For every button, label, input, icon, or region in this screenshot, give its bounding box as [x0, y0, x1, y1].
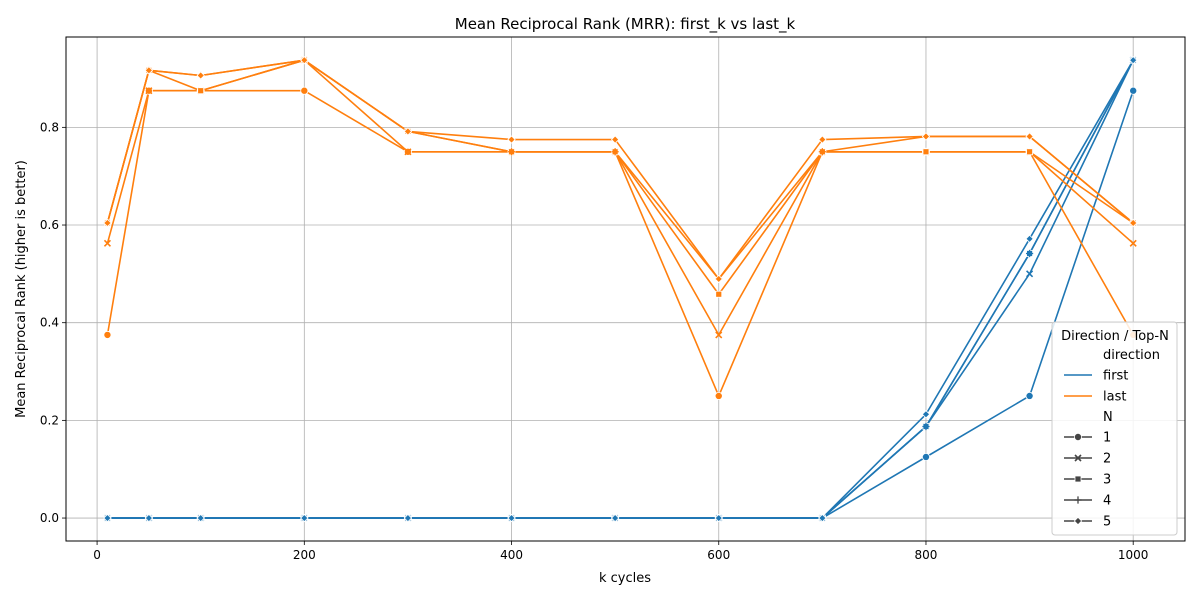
legend-marker-n2 — [1074, 454, 1082, 462]
point-last-n5 — [921, 132, 931, 141]
series-lines — [106, 59, 1134, 519]
point-last-n3 — [1026, 148, 1033, 156]
point-first-n4 — [922, 422, 930, 431]
point-last-n5 — [1129, 218, 1138, 228]
legend-marker-n1 — [1074, 432, 1083, 441]
x-tick-label: 400 — [500, 548, 523, 562]
y-tick-label: 0.6 — [40, 218, 59, 232]
legend-label-n4: 4 — [1103, 494, 1111, 509]
point-first-n5 — [144, 513, 154, 523]
legend-label-n2: 2 — [1103, 452, 1111, 467]
point-first-n4 — [1025, 249, 1034, 258]
legend-n-entries: 1 2 3 4 5 — [1064, 431, 1111, 530]
chart-title: Mean Reciprocal Rank (MRR): first_k vs l… — [455, 15, 796, 34]
y-axis-ticks: 0.0 0.2 0.4 0.6 0.8 — [40, 120, 66, 525]
point-last-n1 — [300, 86, 309, 95]
point-first-n5 — [300, 513, 309, 523]
point-last-n5 — [610, 135, 620, 144]
x-tick-label: 0 — [93, 548, 101, 562]
point-last-n3 — [922, 148, 930, 156]
y-tick-label: 0.8 — [40, 120, 59, 134]
point-last-n1 — [714, 391, 723, 400]
legend-title: Direction / Top-N — [1061, 329, 1169, 344]
point-last-n5 — [507, 135, 516, 144]
point-first-n5 — [1025, 234, 1034, 244]
y-tick-label: 0.0 — [40, 511, 59, 525]
point-first-n1 — [921, 452, 930, 461]
series-markers — [103, 56, 1138, 523]
point-last-n5 — [196, 71, 205, 80]
point-last-n3 — [715, 290, 723, 298]
legend-marker-n4 — [1074, 496, 1082, 504]
point-last-n5 — [103, 218, 112, 228]
legend-label-last: last — [1103, 390, 1126, 405]
point-last-n3 — [197, 87, 205, 95]
legend-label-n1: 1 — [1103, 431, 1111, 446]
point-first-n1 — [1025, 391, 1034, 400]
legend-label-n3: 3 — [1103, 473, 1111, 488]
point-last-n5 — [1025, 132, 1034, 141]
legend-header-n: N — [1103, 410, 1113, 425]
legend-direction-entries: first last — [1064, 369, 1128, 405]
point-last-n5 — [300, 56, 309, 65]
point-first-n5 — [403, 513, 413, 523]
point-last-n4 — [818, 148, 826, 156]
point-first-n5 — [714, 513, 723, 523]
point-first-n5 — [818, 513, 827, 523]
grid-lines — [66, 37, 1185, 541]
point-first-n5 — [196, 513, 205, 523]
legend-header-direction: direction — [1103, 348, 1160, 363]
point-last-n4 — [611, 148, 619, 156]
point-last-n2 — [715, 331, 723, 339]
point-first-n5 — [921, 410, 931, 419]
point-last-n4 — [507, 148, 516, 156]
point-last-n2 — [103, 239, 112, 247]
point-first-n5 — [507, 513, 516, 523]
point-first-n5 — [610, 513, 620, 523]
point-first-n1 — [1129, 86, 1138, 95]
y-tick-label: 0.2 — [40, 413, 59, 427]
point-last-n5 — [714, 274, 723, 284]
point-first-n5 — [103, 513, 112, 523]
point-first-n2 — [1026, 270, 1034, 278]
plot-frame — [65, 36, 1186, 542]
x-axis-label: k cycles — [599, 571, 651, 586]
y-tick-label: 0.4 — [40, 316, 59, 330]
legend-marker-n5 — [1073, 516, 1083, 526]
x-tick-label: 1000 — [1118, 548, 1149, 562]
y-axis-label: Mean Reciprocal Rank (higher is better) — [14, 160, 29, 418]
point-last-n5 — [144, 66, 154, 75]
point-first-n5 — [1129, 56, 1138, 65]
legend-label-first: first — [1103, 369, 1128, 384]
point-last-n5 — [403, 127, 413, 136]
x-tick-label: 200 — [293, 548, 316, 562]
point-last-n2 — [404, 148, 412, 156]
line-first-n5 — [107, 59, 1134, 519]
x-axis-ticks: 0 200 400 600 800 1000 — [93, 541, 1148, 562]
point-last-n1 — [103, 330, 112, 339]
legend-marker-n3 — [1074, 475, 1082, 483]
line-last-n5 — [106, 59, 1134, 280]
x-tick-label: 800 — [915, 548, 938, 562]
point-last-n2 — [1129, 239, 1137, 247]
point-last-n5 — [818, 135, 827, 144]
x-tick-label: 600 — [707, 548, 730, 562]
point-last-n2 — [145, 87, 153, 95]
legend-label-n5: 5 — [1103, 515, 1111, 530]
